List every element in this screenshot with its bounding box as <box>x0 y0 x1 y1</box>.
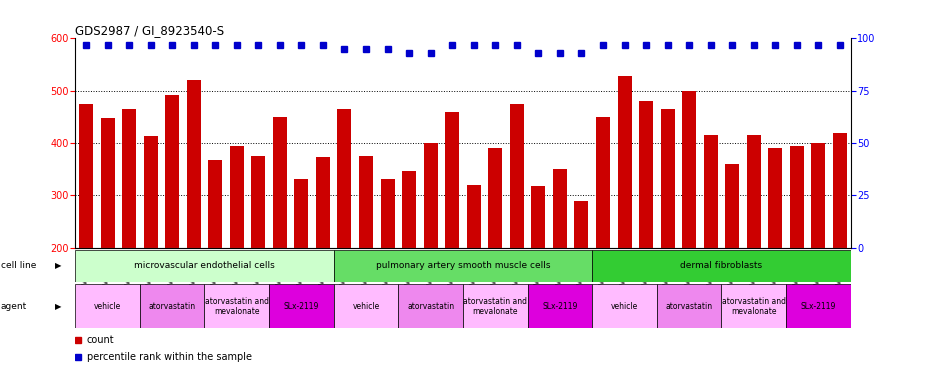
Bar <box>122 109 136 248</box>
Text: atorvastatin: atorvastatin <box>666 302 713 311</box>
Bar <box>334 250 592 282</box>
Text: pulmonary artery smooth muscle cells: pulmonary artery smooth muscle cells <box>376 262 550 270</box>
Bar <box>722 284 786 328</box>
Bar <box>639 101 653 248</box>
Bar <box>531 186 545 248</box>
Text: atorvastatin and
mevalonate: atorvastatin and mevalonate <box>205 296 269 316</box>
Bar <box>294 179 308 248</box>
Text: agent: agent <box>1 302 27 311</box>
Text: SLx-2119: SLx-2119 <box>801 302 836 311</box>
Bar <box>833 132 847 248</box>
Text: percentile rank within the sample: percentile rank within the sample <box>86 352 252 362</box>
Bar <box>229 146 243 248</box>
Bar <box>205 284 269 328</box>
Bar <box>269 284 334 328</box>
Text: atorvastatin: atorvastatin <box>407 302 454 311</box>
Bar <box>381 179 395 248</box>
Bar <box>79 104 93 248</box>
Bar <box>786 284 851 328</box>
Bar <box>316 157 330 248</box>
Bar <box>75 284 140 328</box>
Bar <box>509 104 524 248</box>
Text: count: count <box>86 335 115 345</box>
Text: microvascular endothelial cells: microvascular endothelial cells <box>134 262 274 270</box>
Text: atorvastatin and
mevalonate: atorvastatin and mevalonate <box>463 296 527 316</box>
Bar <box>790 146 804 248</box>
Text: vehicle: vehicle <box>352 302 380 311</box>
Bar <box>726 164 739 248</box>
Bar <box>618 76 632 248</box>
Bar <box>144 136 158 248</box>
Bar <box>187 80 200 248</box>
Bar <box>359 156 373 248</box>
Bar <box>657 284 722 328</box>
Bar <box>402 171 416 248</box>
Bar <box>488 148 502 248</box>
Text: vehicle: vehicle <box>94 302 121 311</box>
Bar <box>209 160 222 248</box>
Text: ▶: ▶ <box>55 262 61 270</box>
Text: atorvastatin and
mevalonate: atorvastatin and mevalonate <box>722 296 786 316</box>
Bar <box>592 284 657 328</box>
Text: cell line: cell line <box>1 262 37 270</box>
Bar <box>424 143 438 248</box>
Bar <box>467 185 480 248</box>
Bar <box>140 284 205 328</box>
Bar <box>399 284 462 328</box>
Bar <box>251 156 265 248</box>
Bar <box>574 200 588 248</box>
Bar <box>273 117 287 248</box>
Bar <box>704 135 717 248</box>
Bar <box>462 284 527 328</box>
Bar <box>75 250 334 282</box>
Bar <box>768 148 782 248</box>
Text: vehicle: vehicle <box>611 302 638 311</box>
Bar <box>596 117 610 248</box>
Text: SLx-2119: SLx-2119 <box>284 302 319 311</box>
Bar <box>682 91 697 248</box>
Bar <box>101 118 115 248</box>
Bar <box>746 135 760 248</box>
Bar <box>337 109 352 248</box>
Bar <box>811 143 825 248</box>
Bar <box>592 250 851 282</box>
Bar <box>661 109 675 248</box>
Text: atorvastatin: atorvastatin <box>149 302 196 311</box>
Text: GDS2987 / GI_8923540-S: GDS2987 / GI_8923540-S <box>75 24 225 37</box>
Bar <box>446 112 459 248</box>
Bar <box>553 169 567 248</box>
Bar <box>334 284 399 328</box>
Bar <box>527 284 592 328</box>
Text: dermal fibroblasts: dermal fibroblasts <box>681 262 762 270</box>
Text: ▶: ▶ <box>55 302 61 311</box>
Bar <box>165 95 180 248</box>
Text: SLx-2119: SLx-2119 <box>542 302 577 311</box>
